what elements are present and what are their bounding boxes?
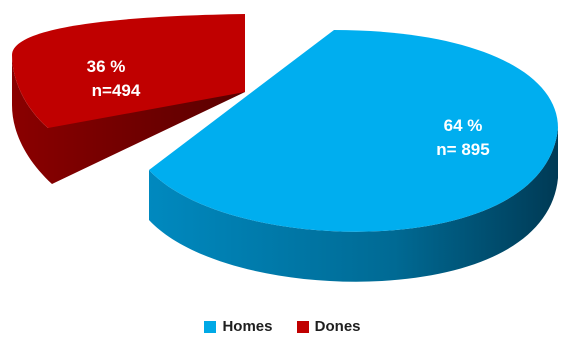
legend-item-dones: Dones xyxy=(296,318,361,335)
legend-label-dones: Dones xyxy=(314,318,361,335)
legend-swatch-dones xyxy=(296,320,309,333)
slice-label-dones-count: n=494 xyxy=(92,81,141,100)
chart-legend: Homes Dones xyxy=(0,318,565,337)
pie-slice-dones: 36 % n=494 xyxy=(12,14,245,184)
slice-label-homes-percent: 64 % xyxy=(444,116,483,135)
slice-label-homes-count: n= 895 xyxy=(436,140,489,159)
slice-label-dones-percent: 36 % xyxy=(87,57,126,76)
pie-slice-homes-top xyxy=(149,30,558,232)
pie-slice-homes-side xyxy=(149,128,558,282)
pie-slice-homes: 64 % n= 895 xyxy=(149,30,558,282)
legend-item-homes: Homes xyxy=(204,318,273,335)
legend-label-homes: Homes xyxy=(222,318,273,335)
legend-swatch-homes xyxy=(204,320,217,333)
pie-slice-dones-top xyxy=(12,14,245,128)
